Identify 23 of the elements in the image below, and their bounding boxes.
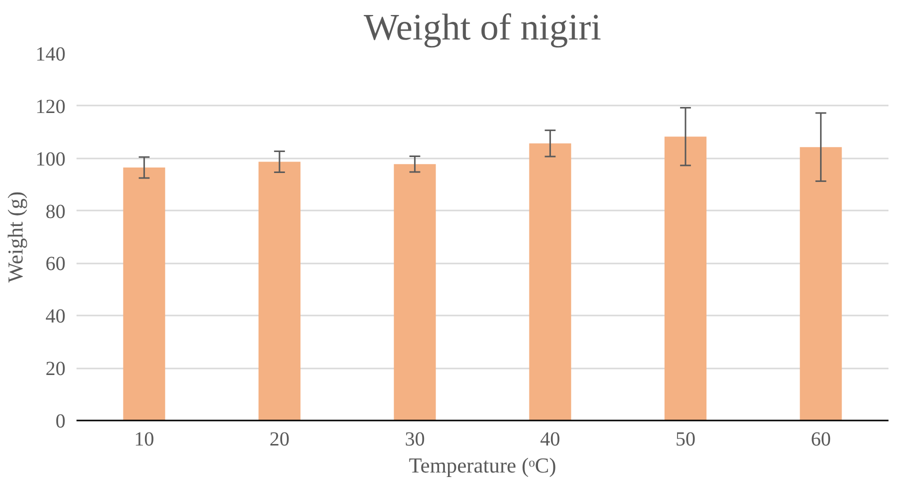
- y-tick-label: 80: [46, 200, 66, 223]
- x-tick-label: 50: [676, 428, 696, 450]
- y-tick-label: 0: [56, 410, 66, 432]
- y-tick-label: 40: [46, 306, 66, 328]
- y-axis-title: Weight (g): [4, 191, 28, 283]
- x-tick-label: 20: [270, 428, 290, 450]
- x-axis-title: Temperature (ᵒC): [408, 454, 556, 478]
- chart-title: Weight of nigiri: [364, 8, 602, 48]
- bar: [394, 164, 436, 420]
- bar: [258, 162, 300, 420]
- bar: [664, 136, 706, 420]
- x-tick-label: 10: [134, 428, 154, 450]
- y-tick-label: 60: [46, 253, 66, 276]
- bar: [123, 168, 166, 420]
- x-tick-label: 40: [540, 428, 560, 450]
- y-tick-label: 120: [36, 96, 66, 118]
- y-tick-label: 140: [36, 44, 66, 66]
- y-tick-label: 100: [36, 148, 66, 170]
- bar: [529, 143, 572, 420]
- bar: [800, 147, 842, 420]
- x-tick-label: 30: [404, 428, 425, 450]
- y-tick-label: 20: [46, 358, 66, 380]
- x-tick-label: 60: [810, 428, 831, 450]
